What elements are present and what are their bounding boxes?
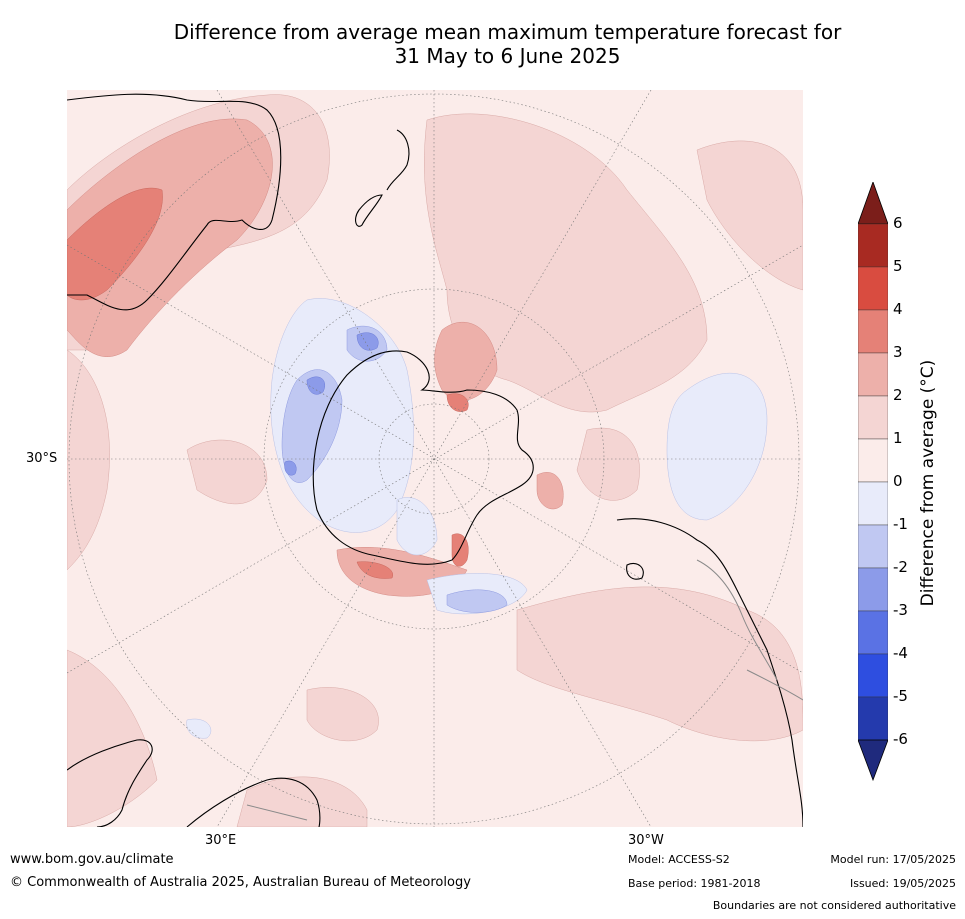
cb-tick-m1: -1 xyxy=(893,515,908,533)
footer-model: Model: ACCESS-S2 xyxy=(628,853,730,866)
lon-label-30w: 30°W xyxy=(628,833,664,848)
cb-tick-5: 5 xyxy=(893,257,903,275)
cb-tick-3: 3 xyxy=(893,343,903,361)
footer-copyright: © Commonwealth of Australia 2025, Austra… xyxy=(10,875,471,890)
cb-tick-4: 4 xyxy=(893,300,903,318)
cb-tick-m4: -4 xyxy=(893,644,908,662)
cb-tick-m3: -3 xyxy=(893,601,908,619)
map-title: Difference from average mean maximum tem… xyxy=(60,20,955,68)
boundaries xyxy=(246,559,803,821)
footer-base-period: Base period: 1981-2018 xyxy=(628,877,761,890)
footer-model-run: Model run: 17/05/2025 xyxy=(830,853,956,866)
polar-map xyxy=(67,90,803,827)
cb-tick-2: 2 xyxy=(893,386,903,404)
title-line-2: 31 May to 6 June 2025 xyxy=(394,44,621,68)
cb-tick-0: 0 xyxy=(893,472,903,490)
cb-tick-1: 1 xyxy=(893,429,903,447)
lon-label-30e: 30°E xyxy=(205,833,237,848)
cb-tick-m6: -6 xyxy=(893,730,908,748)
colorbar xyxy=(858,182,888,782)
anomaly-3-4-regions xyxy=(67,187,469,579)
colorbar-over-arrow xyxy=(858,182,888,225)
footer-website[interactable]: www.bom.gov.au/climate xyxy=(10,852,174,867)
anomaly-2-3-regions xyxy=(67,118,564,597)
cb-tick-6: 6 xyxy=(893,214,903,232)
footer-disclaimer: Boundaries are not considered authoritat… xyxy=(712,899,956,912)
anomaly-m2-m3-regions xyxy=(284,332,379,476)
colorbar-under-arrow xyxy=(858,739,888,782)
coastlines xyxy=(67,93,803,827)
footer-issued: Issued: 19/05/2025 xyxy=(849,877,956,890)
lat-label-30s: 30°S xyxy=(26,451,58,466)
graticule xyxy=(67,90,803,827)
cb-tick-m5: -5 xyxy=(893,687,908,705)
colorbar-title: Difference from average (°C) xyxy=(918,359,938,607)
cb-tick-m2: -2 xyxy=(893,558,908,576)
title-line-1: Difference from average mean maximum tem… xyxy=(173,20,842,44)
colorbar-bands xyxy=(858,223,888,741)
